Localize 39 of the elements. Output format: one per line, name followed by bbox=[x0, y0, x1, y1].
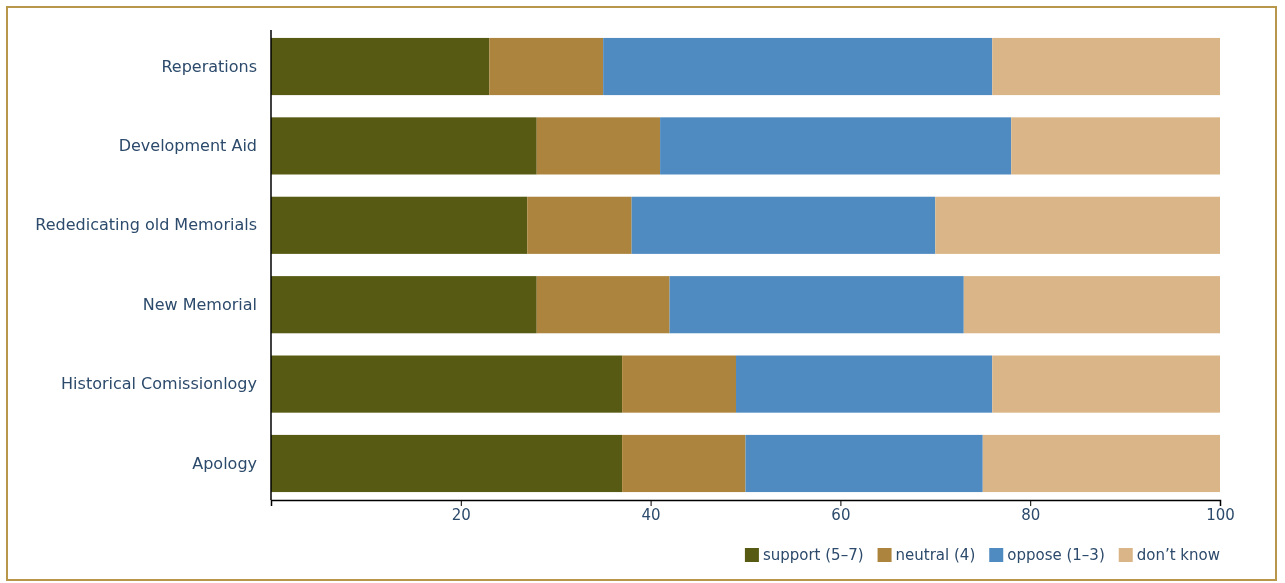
bar bbox=[992, 355, 1220, 413]
bar bbox=[745, 434, 983, 493]
bar bbox=[1011, 117, 1220, 175]
legend-label: don’t know bbox=[1136, 546, 1220, 564]
bar bbox=[271, 434, 623, 493]
bar bbox=[631, 196, 936, 254]
legend-label: neutral (4) bbox=[895, 546, 976, 564]
x-tick-label: 100 bbox=[1206, 505, 1235, 524]
bar bbox=[622, 355, 737, 413]
bar bbox=[622, 434, 746, 493]
bar bbox=[736, 355, 993, 413]
y-tick-label: Apology bbox=[192, 453, 257, 473]
bar bbox=[660, 117, 1012, 175]
bar bbox=[271, 276, 537, 334]
x-tick-label: 80 bbox=[1021, 505, 1041, 524]
x-tick-label: 20 bbox=[451, 505, 471, 524]
bar bbox=[669, 276, 964, 334]
y-tick-label: New Memorial bbox=[142, 294, 257, 314]
bar bbox=[603, 37, 993, 96]
x-tick-label: 60 bbox=[831, 505, 851, 524]
bar bbox=[527, 196, 632, 254]
bar bbox=[271, 355, 623, 413]
bar bbox=[982, 434, 1220, 493]
x-tick-label: 40 bbox=[641, 505, 661, 524]
bar bbox=[536, 117, 661, 175]
bar bbox=[271, 37, 490, 96]
bar bbox=[271, 117, 537, 175]
bar bbox=[935, 196, 1220, 254]
bar bbox=[489, 37, 604, 96]
bar bbox=[271, 196, 528, 254]
y-tick-label: Development Aid bbox=[118, 136, 257, 156]
legend-label: oppose (1–3) bbox=[1007, 546, 1105, 564]
y-tick-label: Reperations bbox=[161, 56, 257, 76]
bar bbox=[963, 276, 1220, 334]
legend-label: support (5–7) bbox=[762, 546, 864, 564]
y-tick-label: Rededicating old Memorials bbox=[35, 215, 257, 235]
y-tick-label: Historical Comissionlogy bbox=[61, 374, 257, 394]
bar bbox=[536, 276, 670, 334]
bar bbox=[992, 37, 1220, 96]
